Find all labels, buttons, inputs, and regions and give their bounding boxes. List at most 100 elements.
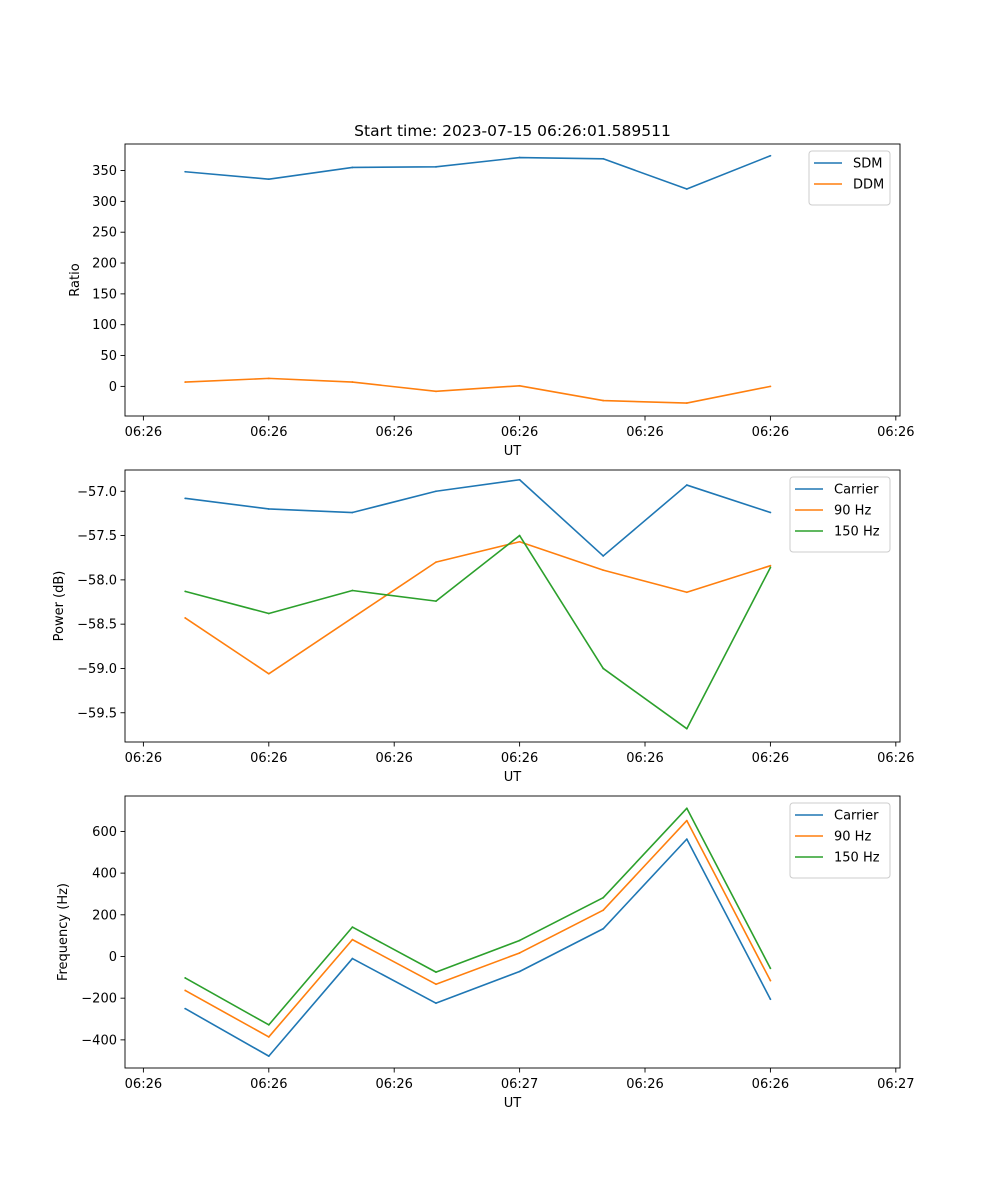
data-point — [518, 970, 521, 973]
data-point — [184, 497, 187, 500]
x-tick-label: 06:26 — [375, 751, 412, 766]
data-point — [602, 909, 605, 912]
y-tick-label: 200 — [92, 257, 117, 272]
y-tick-label: 600 — [92, 825, 117, 840]
panel-2: 06:26 06:26 06:26 06:26 06:26 06:26 06:26 UT −57… — [52, 469, 915, 785]
data-point — [435, 390, 437, 393]
x-tick-label: 06:26 — [375, 425, 412, 440]
y-axis-label: Power (dB) — [52, 571, 67, 642]
y-tick-label: 300 — [92, 195, 117, 210]
data-point — [602, 927, 605, 930]
x-tick-label: 06:26 — [125, 425, 162, 440]
panel-3: 06:26 06:26 06:26 06:27 06:26 06:26 06:27 UT −40… — [56, 795, 915, 1111]
x-tick-label: 06:27 — [877, 1077, 914, 1092]
y-tick-label: −400 — [81, 1033, 117, 1048]
data-point — [769, 566, 772, 569]
legend-entry: 90 Hz — [834, 504, 871, 519]
data-point — [769, 998, 772, 1001]
data-point — [602, 569, 605, 572]
data-point — [267, 1036, 270, 1038]
legend-entry: 150 Hz — [834, 525, 880, 540]
axes-frame — [124, 469, 901, 743]
legend-box — [808, 150, 891, 206]
y-tick-label: −59.0 — [77, 662, 117, 677]
x-tick-label: 06:26 — [877, 751, 914, 766]
y-tick-label: 50 — [100, 349, 117, 364]
data-point — [184, 170, 187, 173]
data-point — [769, 511, 772, 514]
legend-entry: Carrier — [834, 809, 879, 824]
data-point — [184, 977, 187, 979]
x-tick-label: 06:26 — [626, 1077, 663, 1092]
data-point — [769, 979, 772, 982]
data-point — [602, 157, 605, 160]
data-point — [267, 1023, 270, 1026]
data-point — [518, 540, 521, 543]
x-tick-label: 06:26 — [626, 425, 663, 440]
data-point — [351, 166, 354, 169]
y-tick-label: 250 — [92, 226, 117, 241]
data-point — [518, 939, 521, 942]
axes-frame — [124, 795, 901, 1069]
data-point — [518, 384, 521, 387]
data-point — [685, 188, 688, 190]
data-point — [435, 971, 437, 974]
x-axis-label: UT — [504, 770, 522, 785]
y-axis-label: Ratio — [68, 263, 83, 296]
legend-entry: DDM — [853, 178, 884, 193]
y-tick-label: 100 — [92, 318, 117, 333]
data-point — [602, 399, 605, 402]
legend-entry: 150 Hz — [834, 851, 880, 866]
legend-box — [789, 476, 891, 553]
x-tick-label: 06:26 — [501, 751, 538, 766]
x-tick-label: 06:26 — [250, 1077, 287, 1092]
y-tick-label: −59.5 — [77, 706, 117, 721]
data-point — [685, 819, 688, 822]
x-tick-label: 06:26 — [375, 1077, 412, 1092]
data-point — [351, 926, 354, 928]
data-point — [351, 617, 354, 619]
data-point — [685, 484, 688, 486]
data-point — [184, 989, 187, 992]
legend: SDM DDM — [808, 150, 891, 206]
x-tick-label: 06:26 — [125, 1077, 162, 1092]
data-point — [602, 555, 605, 557]
y-tick-label: 400 — [92, 867, 117, 882]
legend-entry: Carrier — [834, 483, 879, 498]
y-tick-label: 0 — [109, 950, 117, 965]
y-tick-label: 200 — [92, 908, 117, 923]
x-tick-label: 06:26 — [752, 1077, 789, 1092]
data-point — [267, 1055, 270, 1058]
data-point — [267, 672, 270, 675]
x-tick-label: 06:26 — [626, 751, 663, 766]
data-point — [351, 957, 354, 960]
data-point — [602, 667, 605, 670]
data-point — [518, 478, 521, 481]
x-tick-label: 06:26 — [125, 751, 162, 766]
data-point — [685, 807, 688, 810]
y-tick-label: 150 — [92, 287, 117, 302]
data-point — [267, 508, 270, 510]
x-tick-label: 06:26 — [250, 751, 287, 766]
panel-1: 06:26 06:26 06:26 06:26 06:26 06:26 06:26 UT 0 50… — [68, 143, 915, 459]
data-point — [351, 511, 354, 514]
y-tick-label: −58.0 — [77, 573, 117, 588]
legend-entry: 90 Hz — [834, 830, 871, 845]
data-point — [435, 1002, 437, 1005]
data-point — [435, 983, 437, 986]
y-tick-label: −200 — [81, 992, 117, 1007]
x-tick-label: 06:27 — [501, 1077, 538, 1092]
data-point — [351, 938, 354, 941]
data-point — [769, 385, 772, 388]
y-tick-label: 350 — [92, 164, 117, 179]
data-point — [769, 564, 772, 567]
x-tick-label: 06:26 — [752, 751, 789, 766]
data-point — [685, 402, 688, 404]
data-point — [685, 838, 688, 841]
legend-entry: SDM — [853, 157, 882, 172]
legend: Carrier 90 Hz 150 Hz — [789, 802, 891, 879]
legend-box — [789, 802, 891, 879]
x-tick-label: 06:26 — [501, 425, 538, 440]
x-tick-label: 06:26 — [752, 425, 789, 440]
